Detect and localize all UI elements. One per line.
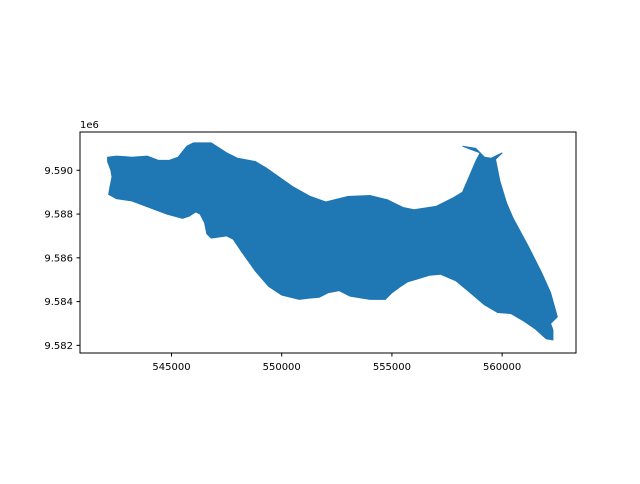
- x-tick-label: 560000: [483, 362, 521, 373]
- x-tick-label: 550000: [263, 362, 301, 373]
- y-tick-label: 9.584: [44, 297, 73, 308]
- y-axis: 9.582 9.584 9.586 9.588 9.590: [44, 166, 80, 352]
- y-tick-label: 9.586: [44, 253, 73, 264]
- y-tick-label: 9.588: [44, 210, 73, 221]
- y-tick-label: 9.590: [44, 166, 73, 177]
- x-axis: 545000 550000 555000 560000: [152, 353, 521, 373]
- axes-frame: [79, 131, 577, 354]
- x-tick-label: 555000: [373, 362, 411, 373]
- y-tick-label: 9.582: [44, 341, 73, 352]
- y-axis-offset-label: 1e6: [80, 120, 99, 131]
- region-polygon: [107, 142, 558, 341]
- polygon-layer: [107, 142, 558, 341]
- x-tick-label: 545000: [152, 362, 190, 373]
